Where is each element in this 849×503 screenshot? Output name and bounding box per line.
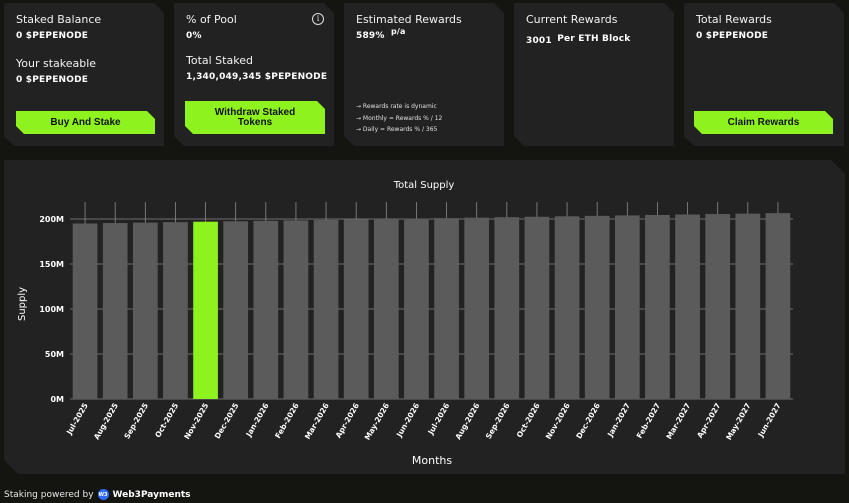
total-rewards-label: Total Rewards	[696, 13, 772, 26]
y-axis-label: Supply	[17, 287, 28, 321]
chart-bar[interactable]	[494, 217, 519, 399]
chart-title: Total Supply	[393, 180, 455, 191]
chart-bar[interactable]	[344, 219, 369, 399]
stakeable-label: Your stakeable	[16, 57, 97, 70]
x-tick-label: Mar-2027	[664, 402, 692, 441]
chart-bar[interactable]	[766, 213, 791, 399]
rewards-note: → Daily = Rewards % / 365	[356, 126, 438, 133]
chart-bar[interactable]	[464, 218, 489, 399]
total-staked-value: 1,340,049,345 $PEPENODE	[186, 72, 328, 82]
current-rewards-unit: Per ETH Block	[557, 34, 631, 44]
x-tick-label: Aug-2026	[453, 402, 481, 442]
withdraw-button-line2: Tokens	[237, 116, 273, 128]
chart-bar[interactable]	[615, 215, 640, 399]
total-supply-chart-panel: Total Supply 0M 50M 100M 150M 200M Jul-2025 A…	[4, 160, 845, 474]
stakeable-value: 0 $PEPENODE	[16, 75, 89, 85]
y-tick-label: 0M	[50, 395, 64, 404]
claim-rewards-button[interactable]: Claim Rewards	[694, 111, 833, 134]
rewards-notes: → Rewards rate is dynamic → Monthly = Re…	[356, 101, 442, 136]
x-tick-label: Nov-2025	[182, 402, 210, 441]
staked-balance-label: Staked Balance	[16, 13, 102, 26]
pool-percent-value: 0%	[186, 31, 202, 41]
info-icon[interactable]: i	[312, 13, 324, 25]
x-tick-label: Feb-2027	[635, 402, 662, 441]
x-tick-label: Jul-2026	[426, 402, 452, 437]
x-tick-label: Sep-2026	[484, 402, 512, 441]
x-tick-label: Oct-2026	[515, 402, 542, 440]
withdraw-button-line1: Withdraw Staked	[214, 106, 296, 118]
estimated-rewards-label: Estimated Rewards	[356, 13, 462, 26]
pool-percent-label: % of Pool	[186, 13, 237, 26]
x-tick-label: Sep-2025	[122, 402, 150, 441]
current-rewards-number: 3001	[526, 36, 552, 46]
x-tick-label: Dec-2026	[574, 402, 602, 441]
chart-bar[interactable]	[735, 214, 760, 399]
footer: Staking powered by W3 Web3Payments	[4, 489, 191, 500]
chart-bar[interactable]	[193, 222, 218, 399]
x-tick-label: Jul-2025	[64, 402, 90, 437]
x-tick-label: Jan-2027	[605, 402, 632, 440]
x-tick-label: Nov-2026	[544, 402, 572, 441]
x-tick-label: Dec-2025	[213, 402, 241, 441]
chart-bar[interactable]	[404, 219, 429, 399]
y-tick-label: 50M	[45, 350, 64, 359]
total-staked-label: Total Staked	[186, 54, 253, 67]
chart-bar[interactable]	[675, 215, 700, 400]
chart-bar[interactable]	[223, 221, 248, 399]
total-rewards-value: 0 $PEPENODE	[696, 31, 769, 41]
x-tick-label: May-2026	[363, 402, 391, 442]
current-rewards-card: Current Rewards 3001 Per ETH Block	[514, 3, 674, 146]
chart-bar[interactable]	[103, 223, 128, 399]
chart-bar[interactable]	[73, 224, 98, 400]
x-tick-label: Apr-2026	[334, 402, 361, 440]
estimated-rewards-percent: 589%	[356, 31, 385, 41]
x-tick-label: Jun-2026	[394, 402, 421, 440]
y-tick-label: 150M	[39, 260, 64, 269]
chart-bar[interactable]	[434, 218, 459, 399]
chart-bar[interactable]	[253, 221, 278, 399]
rewards-note: → Rewards rate is dynamic	[356, 103, 437, 110]
x-tick-label: May-2027	[724, 402, 752, 442]
y-tick-label: 100M	[39, 305, 64, 314]
chart-bar[interactable]	[374, 219, 399, 399]
current-rewards-label: Current Rewards	[526, 13, 618, 26]
chart-bar[interactable]	[645, 215, 670, 399]
buy-and-stake-button[interactable]: Buy And Stake	[16, 111, 155, 134]
current-rewards-value: 3001 Per ETH Block	[526, 36, 630, 46]
chart-bar[interactable]	[585, 216, 610, 399]
x-tick-label: Aug-2025	[92, 402, 120, 442]
x-axis-label: Months	[412, 454, 452, 467]
estimated-rewards-value: 589% p/a	[356, 31, 406, 41]
x-tick-label: Jan-2026	[244, 402, 271, 440]
x-tick-label: Feb-2026	[273, 402, 300, 441]
chart-bar[interactable]	[525, 217, 550, 399]
footer-text: Staking powered by	[4, 489, 94, 500]
estimated-rewards-unit: p/a	[390, 27, 406, 36]
chart-bar[interactable]	[705, 214, 730, 399]
chart-bar[interactable]	[314, 220, 339, 399]
total-rewards-card: Total Rewards 0 $PEPENODE Claim Rewards	[684, 3, 844, 146]
x-tick-label: Oct-2025	[153, 402, 180, 440]
chart-bar[interactable]	[133, 223, 158, 399]
estimated-rewards-card: Estimated Rewards 589% p/a → Rewards rat…	[344, 3, 504, 146]
rewards-note: → Monthly = Rewards % / 12	[356, 114, 443, 122]
y-tick-label: 200M	[39, 215, 64, 224]
pool-card: % of Pool i 0% Total Staked 1,340,049,34…	[174, 3, 334, 146]
web3payments-logo-icon: W3	[97, 489, 109, 500]
chart-bar[interactable]	[284, 220, 309, 399]
chart-bar[interactable]	[555, 216, 580, 399]
chart-bar[interactable]	[163, 222, 188, 399]
x-tick-label: Apr-2027	[695, 402, 722, 440]
x-tick-label: Jun-2027	[756, 402, 783, 440]
staked-balance-card: Staked Balance 0 $PEPENODE Your stakeabl…	[4, 3, 164, 146]
withdraw-staked-button[interactable]: Withdraw Staked Tokens	[185, 101, 325, 134]
x-tick-label: Mar-2026	[303, 402, 331, 441]
footer-brand[interactable]: Web3Payments	[112, 489, 191, 500]
staked-balance-value: 0 $PEPENODE	[16, 31, 89, 41]
